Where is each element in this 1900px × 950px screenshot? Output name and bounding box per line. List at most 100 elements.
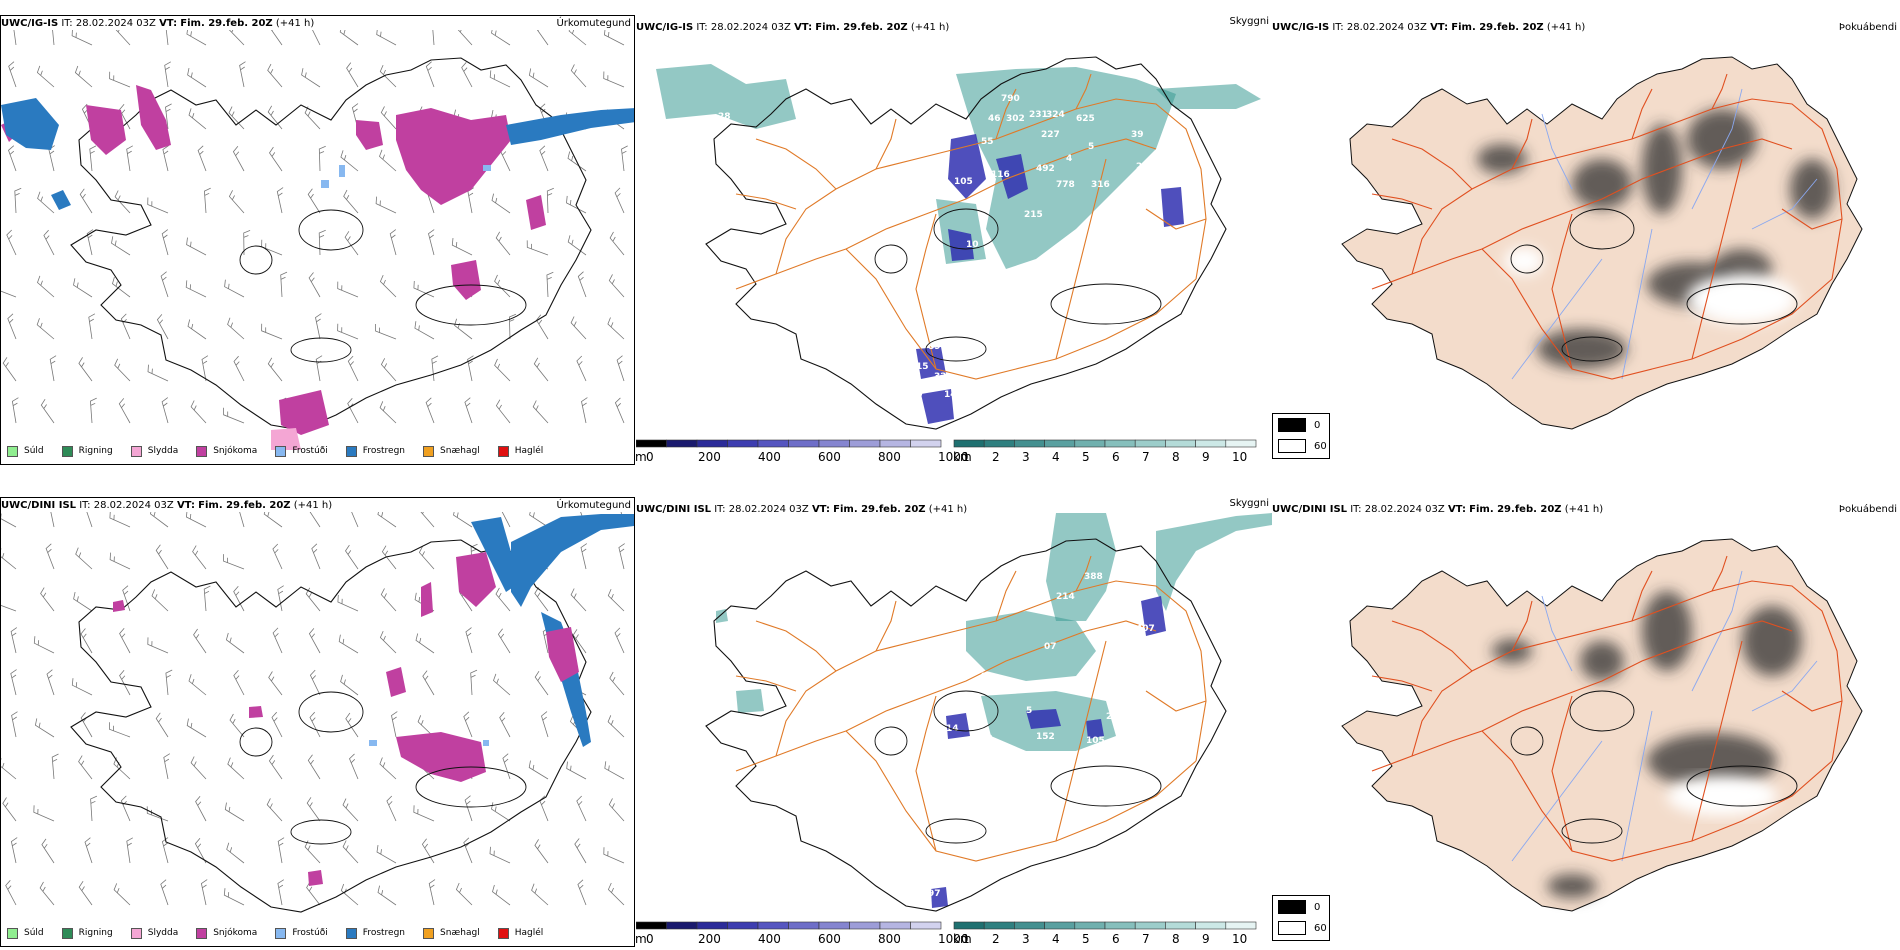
wind-barb [309, 711, 321, 738]
wind-barb [609, 671, 625, 696]
wind-barb [226, 842, 245, 864]
wind-barb [11, 711, 18, 738]
legend-item: Slydda [130, 445, 178, 457]
wind-barb [33, 636, 55, 654]
river [1511, 258, 1603, 380]
wind-barb [120, 795, 131, 822]
wind-barb [428, 879, 436, 906]
visibility-value-label: 778 [1056, 180, 1075, 190]
wind-barb [607, 588, 625, 612]
river [1621, 710, 1653, 862]
colorbar-segment [727, 439, 759, 448]
legend-label: Rigning [78, 446, 113, 456]
road [1391, 620, 1473, 672]
wind-barb [576, 795, 587, 822]
wind-barb [539, 145, 549, 172]
freezing-drizzle-areas [369, 740, 489, 746]
wind-barb [413, 805, 435, 822]
wind-barb [534, 670, 549, 696]
colorbar-segment [1044, 439, 1076, 448]
wind-barb [337, 281, 359, 298]
freezing-rain-areas [471, 514, 634, 747]
colorbar-tick-label: 8 [1172, 932, 1180, 946]
wind-barb [223, 888, 245, 906]
it-label: IT: [696, 22, 708, 33]
legend-item: Súld [7, 927, 44, 939]
wind-barb [14, 187, 22, 214]
ceiling-areas [931, 596, 1166, 908]
wind-barb [186, 718, 207, 738]
lead-time: (+41 h) [928, 504, 968, 515]
wind-barb [465, 627, 473, 654]
wind-barb [307, 188, 321, 214]
wind-barb [187, 68, 207, 88]
colorbar-tick-label: 400 [758, 450, 781, 464]
wind-barb [52, 30, 55, 46]
colorbar-segment [849, 439, 881, 448]
visibility-colorbar: km1 2 3 4 5 6 7 8 9 10 [953, 921, 1257, 946]
visibility-value-label: 244 [1056, 684, 1075, 694]
wind-barb [526, 240, 549, 256]
wind-barb [386, 795, 397, 822]
wind-barb [188, 108, 207, 130]
visibility-value-label: 162 [974, 734, 993, 744]
road [735, 193, 797, 210]
colorbar-tick-label: 800 [878, 450, 901, 464]
colorbar-segment [1165, 921, 1196, 930]
wind-barb [80, 628, 93, 654]
lead-time: (+41 h) [910, 22, 950, 33]
river-lines [1511, 570, 1818, 862]
visibility-title: Skyggni [1229, 16, 1269, 27]
visibility-panel-row2: UWC/DINI ISL IT: 28.02.2024 03Z VT: Fim.… [636, 497, 1272, 947]
wind-barb [161, 837, 169, 864]
wind-barb [36, 65, 55, 88]
wind-barb [457, 30, 473, 46]
legend-label: Súld [24, 928, 44, 938]
wind-barb [45, 543, 55, 570]
wind-barb [71, 30, 93, 46]
fog-legend: 0 60 [1272, 895, 1330, 941]
fog-map [1341, 56, 1863, 430]
iceland-coastline [70, 539, 592, 913]
panel-header: UWC/DINI ISL IT: 28.02.2024 03Z VT: Fim.… [636, 498, 1272, 518]
road [1391, 138, 1473, 190]
wind-barb [546, 187, 554, 214]
ceiling-colorbar: m 0 200 400 600 800 1000 [636, 439, 969, 464]
wind-barb [568, 30, 587, 46]
colorbar-segment [1225, 921, 1257, 930]
wind-barb [233, 669, 245, 696]
visibility-colorbars: m 0 200 400 600 800 1000 km1 2 3 4 5 6 7 8 9 10 [636, 439, 1257, 464]
visibility-value-label: 39 [1131, 130, 1144, 140]
colorbar-tick-label: 1 [962, 450, 970, 464]
wind-barb [71, 678, 93, 696]
wind-barb [39, 881, 55, 906]
colorbar-segment [1195, 921, 1227, 930]
panel-header: UWC/IG-IS IT: 28.02.2024 03Z VT: Fim. 29… [1272, 22, 1900, 36]
colorbar-tick-label: 10 [1232, 450, 1247, 464]
colorbar-tick-label: 200 [698, 450, 721, 464]
road [1075, 73, 1092, 110]
wind-barb [224, 279, 245, 298]
model-name: UWC/IG-IS [636, 22, 694, 33]
visibility-value-label: 227 [1041, 130, 1060, 140]
visibility-value-label: 2 [1106, 712, 1112, 722]
visibility-value-label: 5 [1026, 706, 1032, 716]
legend-swatch [423, 445, 435, 457]
wind-barb [147, 637, 169, 654]
visibility-value-label: 24 [1136, 162, 1149, 172]
wind-barb [338, 634, 359, 654]
colorbar-segment [910, 439, 942, 448]
wind-barb [347, 355, 359, 382]
wind-barb [6, 229, 17, 256]
legend-swatch [130, 445, 142, 457]
wind-barb [454, 318, 473, 340]
colorbar-segment [1104, 439, 1136, 448]
wind-barbs [1, 30, 628, 424]
road [915, 695, 937, 852]
road [755, 620, 837, 672]
visibility-value-label: 105 [1086, 736, 1105, 746]
vt-label: VT: [176, 500, 195, 511]
it-label: IT: [1332, 22, 1344, 33]
sleet-areas [271, 428, 301, 450]
colorbar-tick-label: 7 [1142, 450, 1150, 464]
